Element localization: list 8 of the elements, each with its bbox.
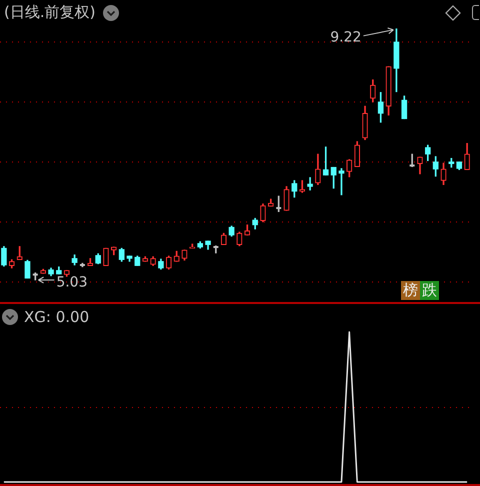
annotation: 5.03 xyxy=(56,274,88,291)
text: 榜 xyxy=(403,280,418,299)
chart-title: XG: 0.00 xyxy=(24,308,90,326)
candlestick xyxy=(307,177,313,190)
chart-title: (日线.前复权) xyxy=(4,3,96,22)
annotation: 9.22 xyxy=(330,29,362,46)
candlestick xyxy=(338,168,344,196)
text: 跌 xyxy=(422,280,437,299)
